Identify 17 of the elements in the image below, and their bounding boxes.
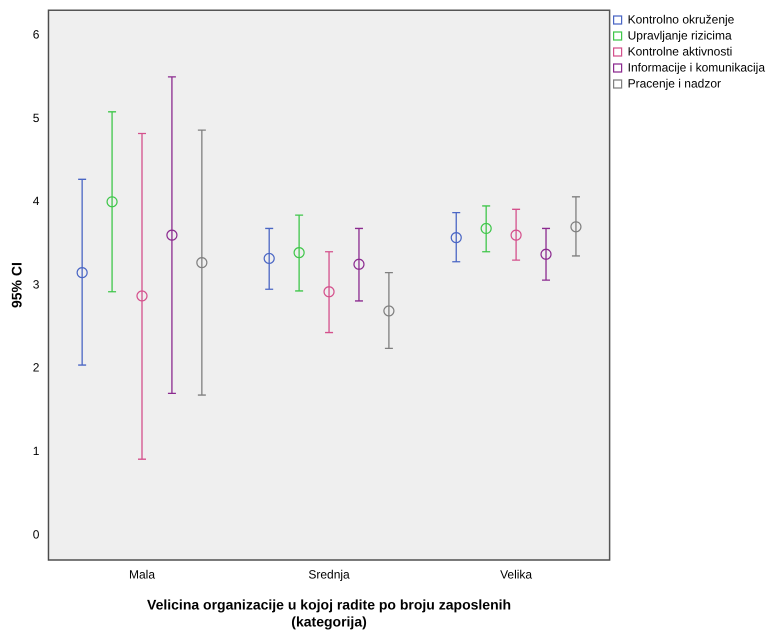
- y-tick-label: 3: [32, 277, 40, 292]
- x-axis-title: Velicina organizacije u kojoj radite po broju zaposlenih (kategorija): [147, 596, 512, 630]
- y-tick-label: 1: [32, 444, 40, 458]
- y-tick-label: 5: [32, 110, 40, 125]
- x-tick-label: Velika: [500, 568, 532, 582]
- x-tick-label: Srednja: [308, 568, 350, 582]
- y-tick-label: 2: [32, 360, 40, 375]
- legend-label: Kontrolno okruženje: [628, 12, 735, 26]
- legend-label: Kontrolne aktivnosti: [628, 44, 732, 58]
- y-axis-title: 95% CI: [8, 262, 24, 308]
- legend-label: Informacije i komunikacija: [628, 60, 766, 74]
- legend-label: Upravljanje rizicima: [628, 28, 732, 42]
- y-tick-label: 4: [32, 194, 40, 208]
- legend-label: Pracenje i nadzor: [628, 76, 722, 90]
- x-tick-label: Mala: [128, 568, 156, 582]
- y-tick-label: 0: [32, 527, 40, 542]
- y-tick-label: 6: [32, 28, 40, 42]
